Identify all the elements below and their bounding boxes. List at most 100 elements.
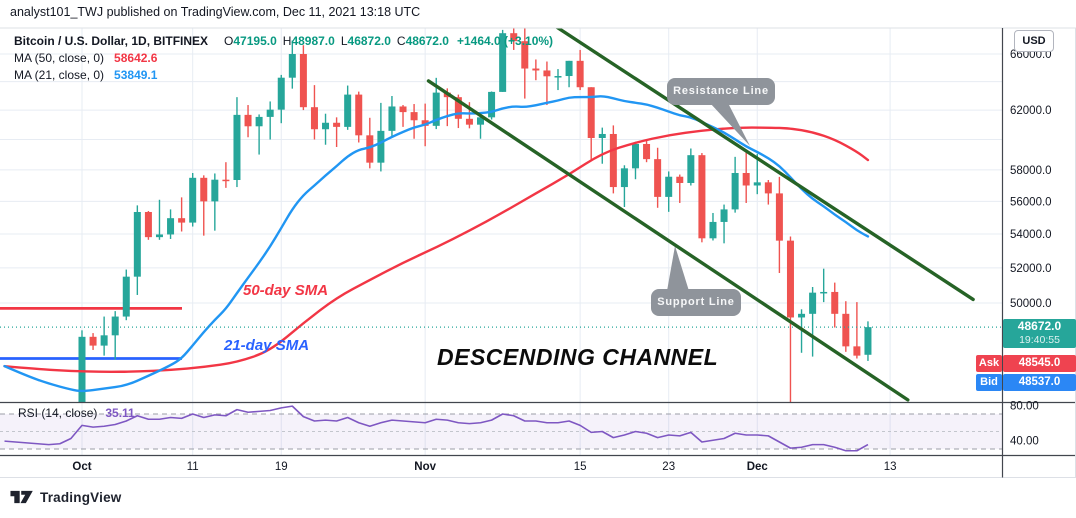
candle-body [576, 60, 584, 88]
candle-body [598, 133, 606, 138]
price-axis-label: 66000.0 [1010, 49, 1052, 61]
candle-body [786, 240, 794, 318]
candle-body [687, 155, 695, 183]
high-value: 48987.0 [291, 34, 335, 48]
candle-body [709, 221, 717, 239]
candle-body [753, 182, 761, 186]
candle-body [78, 336, 86, 403]
time-axis-label: 19 [275, 461, 288, 473]
tradingview-logo-icon [10, 490, 33, 504]
rsi-value: 35.11 [105, 406, 135, 420]
resistance-trendline[interactable] [555, 27, 975, 302]
ma50-value: 58642.6 [114, 51, 158, 65]
candle-body [266, 109, 274, 117]
candle-body [742, 172, 750, 186]
candle-body [288, 54, 296, 78]
close-label: C [396, 34, 406, 48]
candle-body [111, 316, 119, 336]
price-axis-label: 50000.0 [1010, 298, 1052, 310]
resistance-line-callout: Resistance Line [667, 78, 775, 105]
open-label: O [224, 34, 234, 48]
candle-body [344, 94, 352, 127]
candle-body [388, 106, 396, 131]
candle-body [277, 77, 285, 110]
symbol-title: Bitcoin / U.S. Dollar, 1D, BITFINEX [14, 34, 209, 48]
candle-body [609, 133, 617, 188]
ask-price-badge: 48545.0 [1003, 355, 1076, 372]
candle-body [454, 97, 462, 119]
bid-tag: Bid [976, 374, 1002, 391]
candle-body [864, 327, 872, 355]
grid-lines [0, 28, 1003, 456]
candle-body [432, 92, 440, 126]
candles-layer [78, 28, 872, 403]
candle-body [189, 177, 197, 223]
candle-body [842, 313, 850, 347]
candle-body [178, 218, 186, 223]
time-axis[interactable]: Oct 11 19 Nov 15 23 Dec 13 [72, 461, 896, 473]
price-axis-label: 56000.0 [1010, 196, 1052, 208]
time-axis-label: Oct [72, 461, 91, 473]
candle-body [554, 76, 562, 78]
time-axis-label: Nov [414, 461, 436, 473]
currency-toggle-button[interactable]: USD [1014, 30, 1054, 52]
time-axis-label: 15 [574, 461, 587, 473]
candle-body [399, 106, 407, 113]
low-value: 46872.0 [347, 34, 391, 48]
candle-body [167, 218, 175, 235]
ma50-label: MA (50, close, 0) [14, 51, 105, 65]
candle-body [200, 177, 208, 202]
candle-body [532, 68, 540, 71]
chart-legend: Bitcoin / U.S. Dollar, 1D, BITFINEX O4719… [14, 33, 553, 84]
candle-body [820, 291, 828, 294]
candle-body [510, 33, 518, 42]
brand-name: TradingView [40, 489, 122, 505]
candle-body [620, 168, 628, 188]
candle-body [775, 193, 783, 241]
ma21-legend-row: MA (21, close, 0) 53849.1 [14, 67, 553, 84]
candle-body [89, 336, 97, 346]
open-value: 47195.0 [233, 34, 277, 48]
rsi-pane[interactable] [0, 405, 1003, 452]
close-value: 48672.0 [405, 34, 449, 48]
main-pane[interactable] [0, 14, 1003, 459]
symbol-legend-row: Bitcoin / U.S. Dollar, 1D, BITFINEX O4719… [14, 33, 553, 50]
candle-body [410, 112, 418, 121]
candle-body [587, 87, 595, 138]
footer-brand[interactable]: TradingView [10, 487, 121, 507]
time-axis-label: 23 [662, 461, 675, 473]
candle-body [133, 211, 141, 277]
candle-body [377, 130, 385, 163]
support-line-callout: Support Line [651, 289, 741, 316]
candle-body [521, 41, 529, 69]
low-label: L [340, 34, 348, 48]
candle-body [144, 211, 152, 238]
candle-body [654, 159, 662, 197]
rsi-legend-row: RSI (14, close) 35.11 [18, 406, 135, 420]
support-trendline[interactable] [426, 79, 910, 402]
candle-body [299, 54, 307, 108]
rsi-axis-label: 80.00 [1010, 400, 1039, 412]
ma50-legend-row: MA (50, close, 0) 58642.6 [14, 50, 553, 67]
bar-countdown: 19:40:55 [1019, 334, 1060, 346]
candle-body [100, 335, 108, 346]
candle-body [244, 114, 252, 127]
ask-tag: Ask [976, 355, 1002, 372]
last-price-value: 48672.0 [1017, 319, 1062, 333]
candle-body [355, 94, 363, 136]
candle-body [809, 292, 817, 314]
candle-body [233, 114, 241, 181]
candle-body [421, 120, 429, 126]
sma21-annotation: 21-day SMA [224, 337, 310, 354]
candle-body [333, 122, 341, 127]
candle-body [643, 143, 651, 160]
candle-body [720, 209, 728, 222]
rsi-label: RSI (14, close) [18, 406, 98, 420]
candle-body [831, 291, 839, 314]
candle-body [322, 122, 330, 130]
price-axis[interactable]: 66000.0 62000.0 58000.0 56000.0 54000.0 52000… [1010, 49, 1052, 447]
price-axis-label: 54000.0 [1010, 229, 1052, 241]
candle-body [676, 176, 684, 183]
